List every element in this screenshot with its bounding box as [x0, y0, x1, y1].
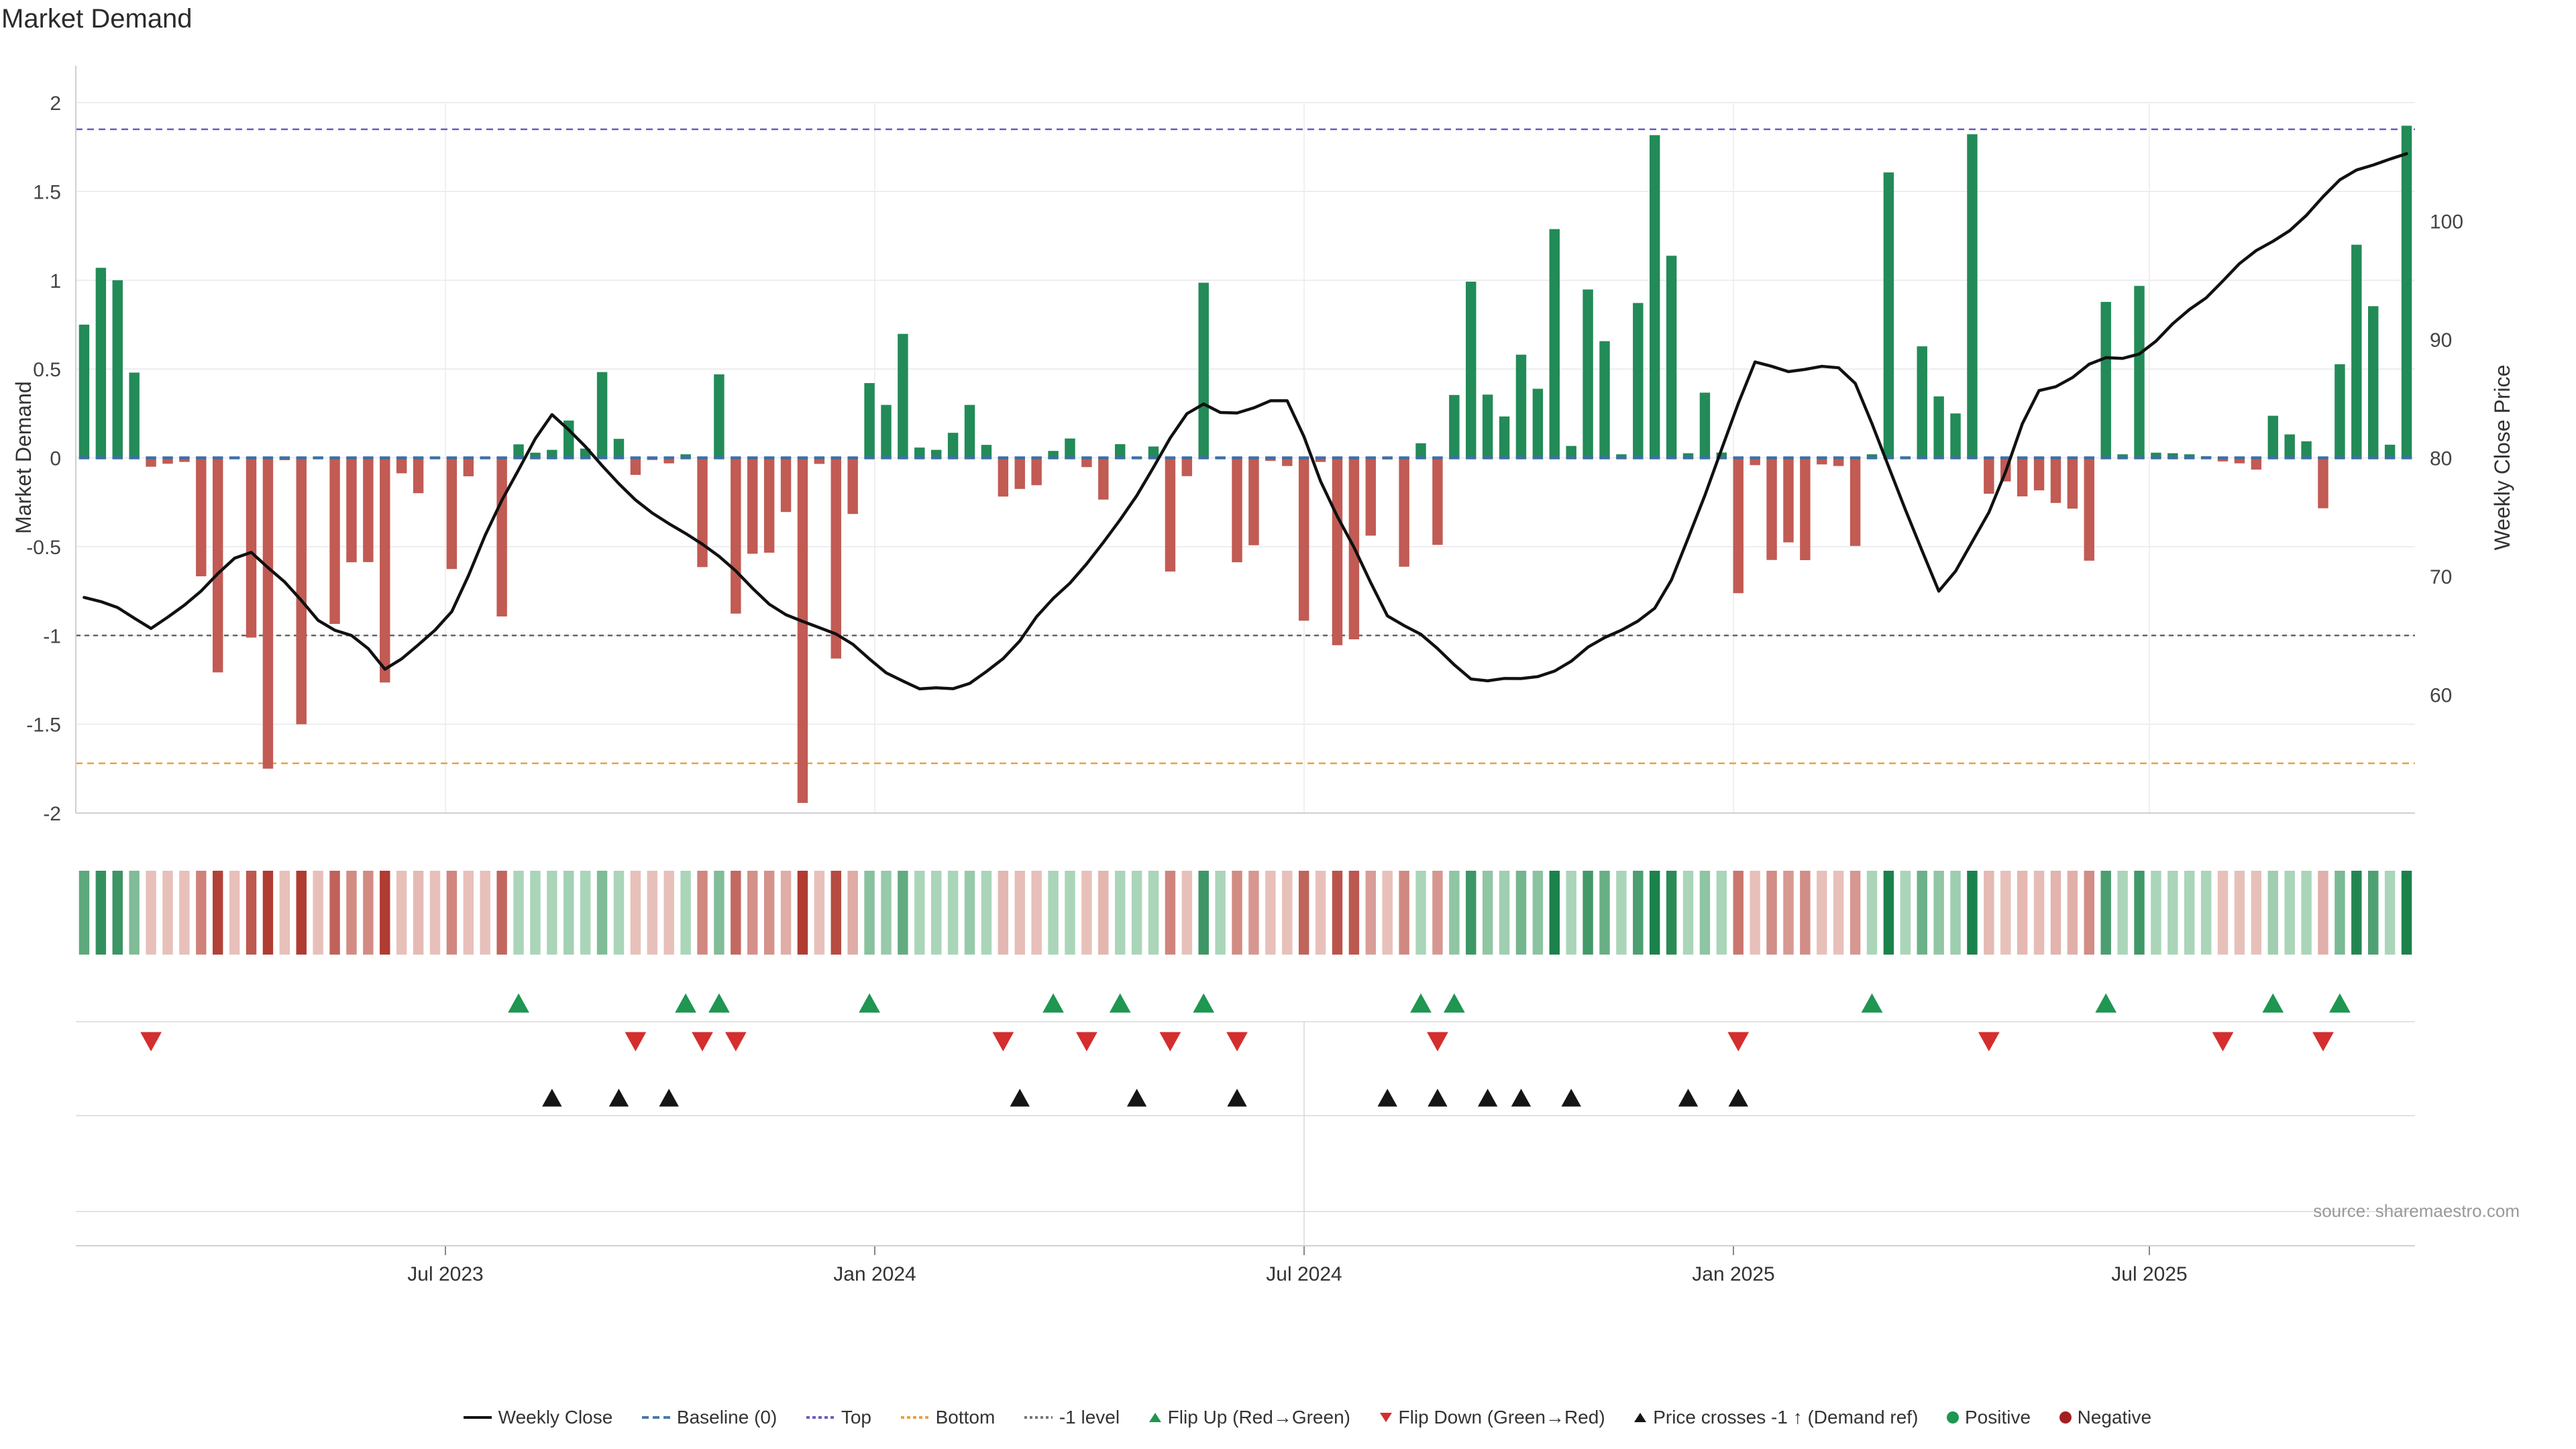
svg-text:90: 90	[2430, 329, 2452, 352]
svg-text:Jan 2024: Jan 2024	[833, 1263, 916, 1285]
svg-text:70: 70	[2430, 566, 2452, 588]
svg-text:60: 60	[2430, 685, 2452, 707]
svg-text:2: 2	[50, 93, 61, 115]
svg-text:80: 80	[2430, 448, 2452, 470]
svg-text:-1: -1	[43, 625, 61, 647]
svg-text:Jan 2025: Jan 2025	[1692, 1263, 1774, 1285]
svg-text:1: 1	[50, 270, 61, 292]
svg-text:-2: -2	[43, 803, 61, 825]
svg-text:100: 100	[2430, 211, 2463, 233]
svg-text:Jul 2025: Jul 2025	[2111, 1263, 2187, 1285]
svg-text:Jul 2024: Jul 2024	[1266, 1263, 1342, 1285]
svg-text:0: 0	[50, 448, 61, 470]
svg-text:0.5: 0.5	[33, 359, 61, 381]
svg-text:1.5: 1.5	[33, 181, 61, 203]
svg-text:Jul 2023: Jul 2023	[407, 1263, 483, 1285]
